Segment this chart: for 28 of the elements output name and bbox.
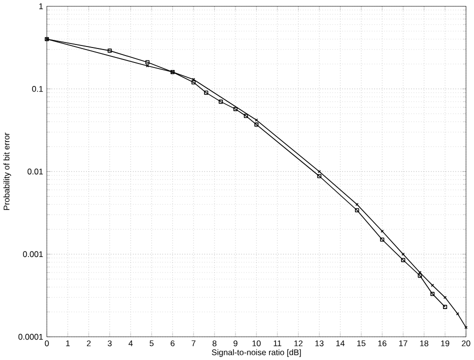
x-tick-label: 16: [378, 340, 386, 346]
x-tick-label: 13: [315, 340, 324, 346]
x-tick-label: 17: [399, 340, 408, 346]
x-tick-label: 11: [274, 340, 282, 346]
x-tick-label: 10: [252, 340, 261, 346]
y-tick-label: 0.001: [23, 251, 43, 257]
x-tick-label: 9: [234, 340, 238, 346]
x-tick-label: 6: [170, 340, 175, 346]
x-axis-title: Signal-to-noise ratio [dB]: [212, 349, 301, 357]
x-tick-label: 15: [357, 340, 366, 346]
x-tick-label: 19: [441, 340, 450, 346]
y-tick-label: 0.1: [32, 86, 43, 92]
x-tick-label: 3: [108, 340, 112, 346]
x-tick-label: 8: [212, 340, 216, 346]
y-tick-label: 0.0001: [18, 334, 43, 340]
x-tick-label: 20: [462, 340, 470, 346]
x-tick-label: 4: [128, 340, 133, 346]
x-tick-label: 12: [294, 340, 302, 346]
x-tick-label: 0: [44, 340, 49, 346]
x-tick-label: 5: [150, 340, 154, 346]
x-tick-label: 7: [192, 340, 196, 346]
x-tick-label: 1: [66, 340, 70, 346]
y-tick-label: 0.01: [28, 168, 43, 174]
y-axis-title: Probability of bit error: [3, 132, 12, 210]
y-tick-label: 1: [39, 3, 43, 9]
x-tick-label: 14: [336, 340, 345, 346]
x-tick-label: 18: [420, 340, 428, 346]
x-tick-label: 2: [86, 340, 91, 346]
